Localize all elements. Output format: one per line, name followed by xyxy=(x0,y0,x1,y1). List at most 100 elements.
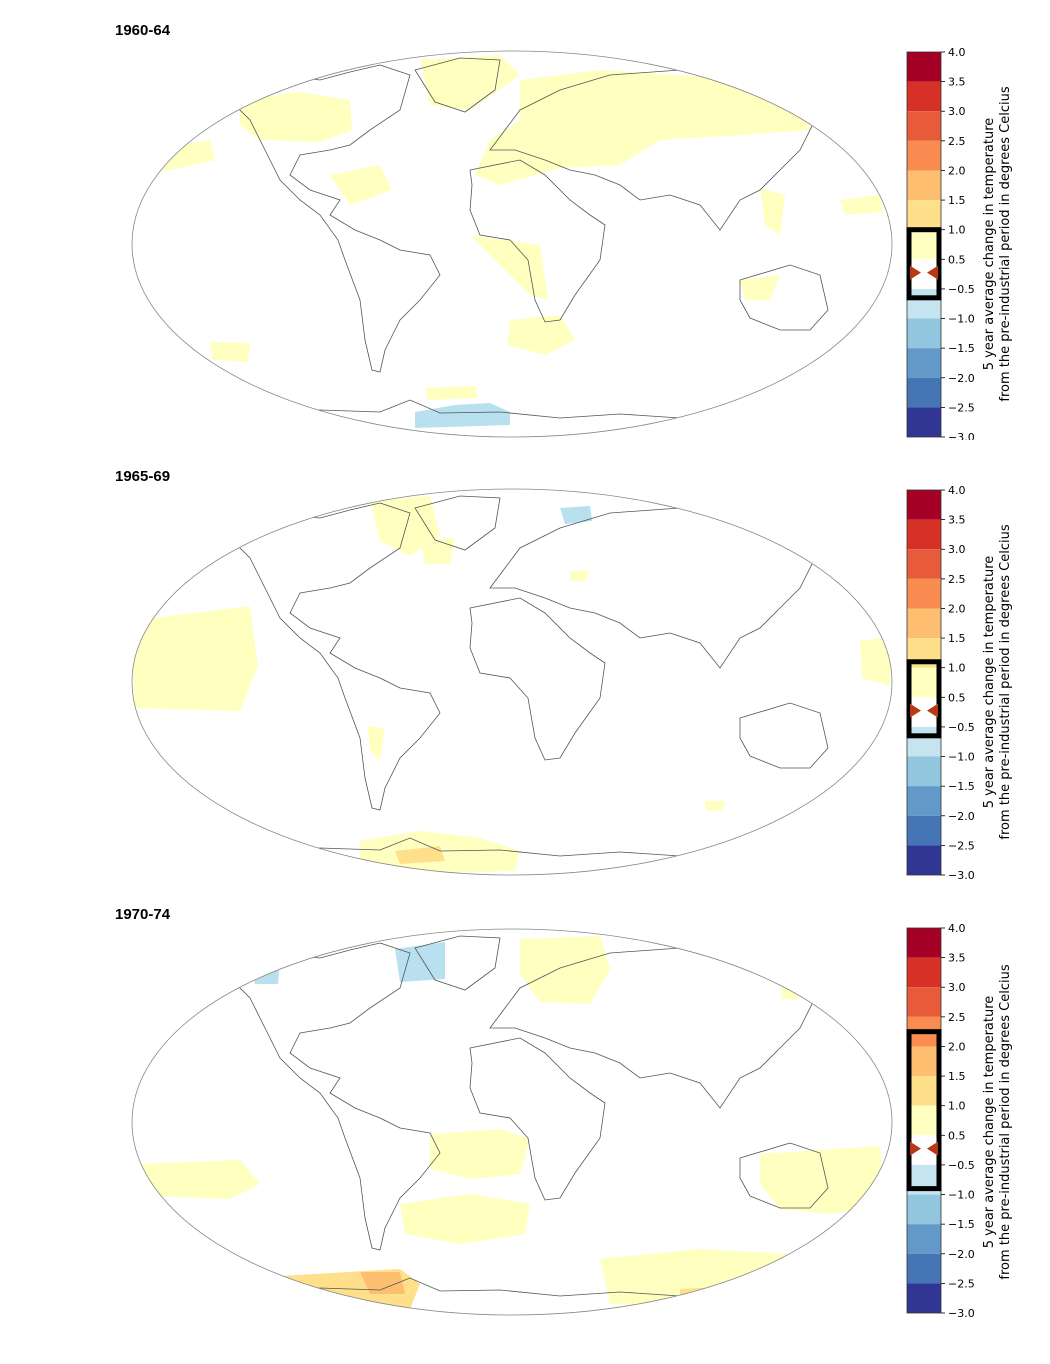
colorbar-tick-label: 0.5 xyxy=(948,1129,966,1142)
anomaly-region xyxy=(368,726,385,761)
colorbar-tick-label: −0.5 xyxy=(948,283,975,296)
anomaly-region xyxy=(165,1012,180,1024)
colorbar-band xyxy=(907,288,941,319)
colorbar-highlight-box xyxy=(906,659,942,739)
colorbar-tick-label: 2.5 xyxy=(948,1011,966,1024)
coastline xyxy=(489,947,816,1109)
colorbar-tick-label: 2.5 xyxy=(948,135,966,148)
anomaly-region xyxy=(430,1129,530,1179)
coastline xyxy=(489,507,816,669)
coastline xyxy=(489,69,816,231)
coastline xyxy=(414,57,501,113)
world-map: 4.0 3.5 3.0 2.5 2.0 1.5 1.0 0.5 −0.5 −1.0 −1.5 −2.0… xyxy=(131,46,975,440)
panel-1960-64: 1960-64 4.0 3.5 3.0 2.5 2.0 1.5 1.0 0 xyxy=(0,0,1050,440)
colorbar-band xyxy=(907,549,941,579)
colorbar-tick-label: 1.0 xyxy=(948,224,966,237)
colorbar-tick-label: −3.0 xyxy=(948,1307,975,1320)
colorbar-tick-label: 3.0 xyxy=(948,543,966,556)
colorbar-band xyxy=(907,667,941,698)
anomaly-region xyxy=(860,636,892,686)
anomaly-region xyxy=(470,235,548,300)
colorbar-label-line2: from the pre-industrial period in degree… xyxy=(998,964,1013,1280)
anomaly-region xyxy=(760,188,785,235)
colorbar-tick-label: −2.0 xyxy=(948,1248,975,1261)
anomaly-region xyxy=(740,275,780,300)
colorbar-band xyxy=(907,1076,941,1106)
colorbar-band xyxy=(907,348,941,378)
anomaly-region xyxy=(570,571,590,581)
colorbar-tick-label: −0.5 xyxy=(948,1159,975,1172)
colorbar-tick-label: 0.5 xyxy=(948,253,966,266)
colorbar-band xyxy=(907,229,941,260)
colorbar-tick-label: −3.0 xyxy=(948,869,975,882)
coastline xyxy=(469,1037,606,1201)
coastline xyxy=(229,502,441,811)
map-boundary xyxy=(131,928,893,1316)
anomaly-region xyxy=(840,195,882,215)
coastlines xyxy=(229,495,829,861)
anomaly-region xyxy=(132,606,258,711)
anomaly-fill xyxy=(140,936,885,1312)
colorbar-band xyxy=(907,200,941,230)
coastline xyxy=(739,702,829,769)
anomaly-region xyxy=(780,979,800,999)
anomaly-region xyxy=(600,1249,800,1309)
colorbar-tick-label: −2.5 xyxy=(948,839,975,852)
colorbar-tick-label: 0.5 xyxy=(948,691,966,704)
anomaly-region xyxy=(680,1284,790,1312)
colorbar: 4.0 3.5 3.0 2.5 2.0 1.5 1.0 0.5 −0.5 −1.0 −1.5 −2.0… xyxy=(906,46,975,440)
colorbar-band xyxy=(907,928,941,958)
coastline xyxy=(229,64,441,373)
colorbar-tick-label: 2.0 xyxy=(948,1040,966,1053)
anomaly-region xyxy=(420,538,455,564)
map-boundary xyxy=(131,50,893,438)
coastline xyxy=(264,837,801,861)
panel-1970-74: 1970-74 4.0 3.5 3.0 2.5 2.0 1.5 1.0 0 xyxy=(0,884,1050,1324)
anomaly-region xyxy=(210,342,250,362)
coastline xyxy=(264,399,801,423)
colorbar: 4.0 3.5 3.0 2.5 2.0 1.5 1.0 0.5 −0.5 −1.0 −1.5 −2.0… xyxy=(906,484,975,882)
colorbar-band xyxy=(907,1105,941,1136)
colorbar-label: 5 year average change in temperature fro… xyxy=(982,54,1014,434)
colorbar-tick-label: 1.5 xyxy=(948,632,966,645)
colorbar-band xyxy=(907,1253,941,1284)
colorbar-band xyxy=(907,1224,941,1254)
colorbar-tick-label: 2.0 xyxy=(948,602,966,615)
colorbar-tick-label: −2.0 xyxy=(948,810,975,823)
colorbar-band xyxy=(907,490,941,520)
colorbar-band xyxy=(907,957,941,988)
colorbar-tick-label: −1.5 xyxy=(948,780,975,793)
anomaly-region-cool xyxy=(250,962,280,984)
colorbar-highlight-box xyxy=(906,1029,942,1192)
anomaly-region xyxy=(420,55,520,110)
colorbar-tick-label: 1.0 xyxy=(948,662,966,675)
coastline xyxy=(739,1142,829,1209)
colorbar-tick-label: 3.0 xyxy=(948,981,966,994)
colorbar-band xyxy=(907,756,941,787)
coastline xyxy=(739,264,829,331)
colorbar-tick-label: −0.5 xyxy=(948,721,975,734)
colorbar-label-line1: 5 year average change in temperature xyxy=(982,995,997,1249)
anomaly-fill xyxy=(150,55,882,428)
colorbar-tick-label: 4.0 xyxy=(948,484,966,497)
anomaly-region xyxy=(400,1194,530,1244)
panel-title: 1970-74 xyxy=(115,906,171,923)
colorbar-tick-label: 4.0 xyxy=(948,922,966,935)
colorbar-tick-label: 3.5 xyxy=(948,514,966,527)
colorbar-zero-marker xyxy=(910,703,938,718)
colorbar-label: 5 year average change in temperature fro… xyxy=(982,932,1014,1312)
colorbar-band xyxy=(907,1046,941,1077)
coastline xyxy=(414,935,501,991)
anomaly-region xyxy=(240,92,352,142)
colorbar-tick-label: −1.0 xyxy=(948,1189,975,1202)
colorbar-band xyxy=(907,786,941,816)
anomaly-region-cool xyxy=(415,403,510,428)
map-boundary xyxy=(131,488,893,876)
colorbar-band xyxy=(907,318,941,349)
anomaly-region xyxy=(475,70,810,185)
colorbar-tick-label: −2.5 xyxy=(948,401,975,414)
panel-1965-69: 1965-69 4.0 3.5 3.0 2.5 2.0 1.5 1.0 0.5 −0.5 −1.0… xyxy=(0,446,1050,886)
anomaly-region-cool xyxy=(560,506,592,524)
colorbar-label-line1: 5 year average change in temperature xyxy=(982,117,997,371)
colorbar-band xyxy=(907,407,941,437)
